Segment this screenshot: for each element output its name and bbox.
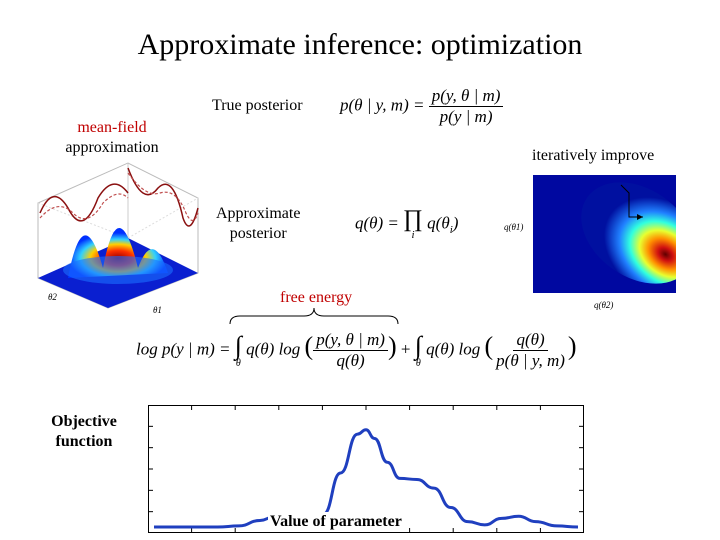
approx-term-end: ) [452,213,459,233]
integral-1-subscript: θ [235,357,241,369]
plus-sign: + [400,339,411,359]
mean-field-label: mean-field approximation [62,118,162,158]
posterior-text: posterior [229,225,287,242]
free-energy-brace [229,307,399,325]
function-text: function [55,433,113,450]
marginal-curve-right-approx [127,172,199,222]
approx-lhs: q(θ) = [355,213,399,233]
brace-path [229,307,399,325]
objective-function-label: Objective function [44,412,124,452]
product-symbol: ∏ [403,206,423,232]
fraction-1-numerator: p(y, θ | m) [313,330,388,351]
objective-text: Objective [51,413,117,430]
heatmap-density [581,182,676,284]
objective-curve [154,428,579,529]
true-posterior-numerator: p(y, θ | m) [428,86,504,107]
product-subscript: i [411,229,415,241]
free-energy-equation: log p(y | m) = ∫ θ q(θ) log ( p(y, θ | m… [136,330,577,371]
iteratively-improve-label: iteratively improve [532,147,655,164]
approximation-text: approximation [65,139,159,156]
objective-function-chart [148,405,584,533]
integral-2: ∫ θ [414,330,422,369]
surface-axis2-label: θ1 [153,305,162,315]
true-posterior-denominator: p(y | m) [439,107,493,126]
mean-field-text: mean-field [77,119,147,136]
fraction-2: q(θ) p(θ | y, m) [493,330,568,371]
integral-2-symbol: ∫ [414,330,422,360]
true-posterior-equation: p(θ | y, m) = p(y, θ | m) p(y | m) [340,86,504,127]
true-posterior-lhs: p(θ | y, m) = [340,95,425,115]
mean-field-surface-plot: θ2 θ1 [37,162,199,315]
posterior-heatmap [533,175,676,293]
approx-term-subscript: i [449,223,453,236]
fraction-2-denominator: p(θ | y, m) [496,351,565,370]
approximate-posterior-label: Approximate posterior [216,204,300,244]
integral-1-body: q(θ) log [246,339,301,359]
approximate-posterior-equation: q(θ) = ∏ i q(θi) [355,206,459,241]
surface-grid-line [127,197,199,239]
page-title: Approximate inference: optimization [137,28,583,61]
true-posterior-label: True posterior [212,97,303,114]
integral-2-body: q(θ) log [426,339,481,359]
true-posterior-fraction: p(y, θ | m) p(y | m) [428,86,504,127]
chart-frame [148,405,584,533]
chart-ticks [148,405,584,533]
free-energy-label: free energy [280,289,353,306]
approx-term: q(θ [427,213,450,233]
surface-base [63,256,173,284]
log-evidence-lhs: log p(y | m) = [136,339,231,359]
fraction-1: p(y, θ | m) q(θ) [313,330,388,371]
marginal-curve-left [39,183,129,222]
x-axis-label: Value of parameter [268,512,404,532]
surface-axis1-label: θ2 [48,292,57,302]
iteration-path [620,184,643,218]
integral-1: ∫ θ [234,330,242,369]
iteration-arrow [637,214,643,220]
integral-1-symbol: ∫ [234,330,242,360]
fraction-2-numerator: q(θ) [513,330,548,351]
marginal-curve-left-approx [39,193,129,220]
marginal-curve-right [127,167,199,227]
fraction-1-denominator: q(θ) [336,351,365,370]
product-operator: ∏ i [403,206,423,241]
approximate-text: Approximate [216,205,301,222]
integral-2-subscript: θ [415,357,421,369]
heatmap-x-label: q(θ2) [594,300,614,310]
heatmap-y-label: q(θ1) [504,222,524,232]
